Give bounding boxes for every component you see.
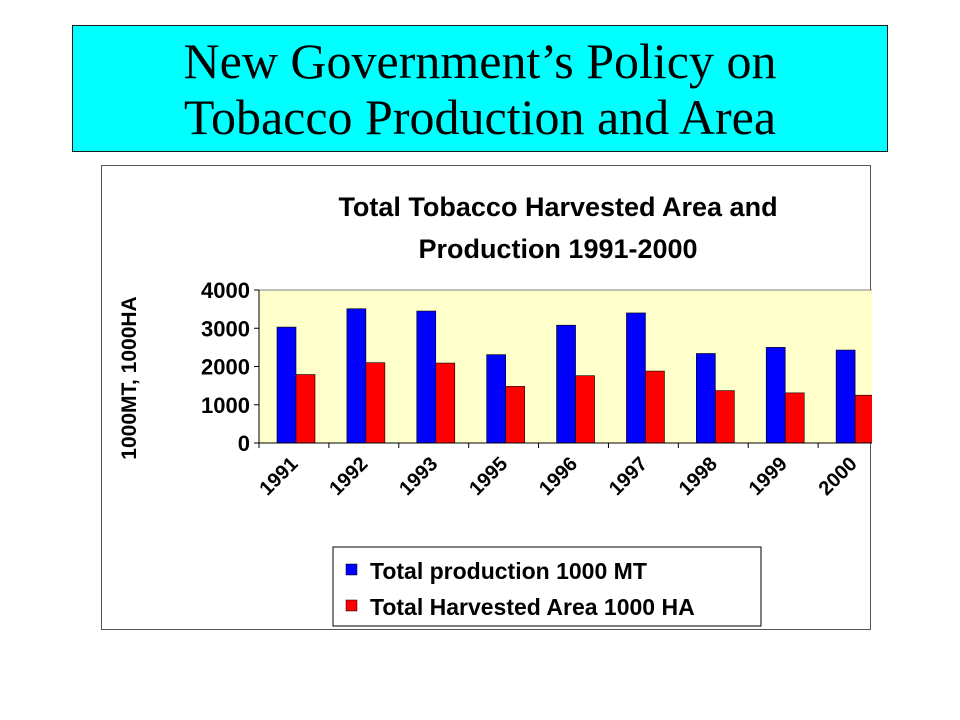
- y-tick-label: 2000: [201, 355, 250, 380]
- x-tick-label: 1995: [465, 453, 512, 500]
- bar-chart: Total Tobacco Harvested Area and Product…: [118, 192, 889, 627]
- bar-production: [486, 354, 506, 444]
- bar-harvested-area: [575, 375, 595, 444]
- x-tick-label: 1996: [535, 453, 582, 500]
- slide-title: New Government’s Policy on Tobacco Produ…: [72, 25, 888, 152]
- bar-production: [416, 310, 437, 444]
- bar-production: [626, 312, 646, 444]
- x-tick-label: 1997: [605, 453, 652, 500]
- y-axis-label: 1000MT, 1000HA: [118, 296, 141, 459]
- y-tick-label: 1000: [201, 393, 250, 418]
- slide-title-line-2: Tobacco Production and Area: [183, 88, 777, 145]
- bar-production: [696, 353, 716, 444]
- chart-frame: Total Tobacco Harvested Area and Product…: [101, 165, 889, 630]
- y-tick-label: 0: [238, 431, 250, 456]
- legend-label-production: Total production 1000 MT: [370, 558, 647, 584]
- bar-production: [835, 349, 856, 444]
- bar-production: [276, 326, 297, 444]
- x-tick-label: 2000: [815, 453, 862, 500]
- bar-harvested-area: [505, 386, 525, 444]
- legend: Total production 1000 MT Total Harvested…: [332, 546, 762, 627]
- x-tick-label: 1993: [395, 453, 442, 500]
- bar-harvested-area: [295, 374, 316, 444]
- chart-title-line-2: Production 1991-2000: [418, 234, 697, 264]
- legend-swatch-production: [345, 563, 358, 576]
- legend-swatch-area: [345, 599, 358, 612]
- x-tick-label: 1998: [675, 453, 722, 500]
- x-tick-label: 1991: [256, 453, 303, 500]
- bar-harvested-area: [715, 390, 735, 444]
- bar-production: [765, 347, 786, 444]
- legend-label-area: Total Harvested Area 1000 HA: [370, 594, 695, 620]
- y-tick-label: 3000: [201, 316, 250, 341]
- bar-harvested-area: [435, 362, 456, 444]
- bar-production: [556, 324, 576, 444]
- slide-title-line-1: New Government’s Policy on: [183, 32, 777, 89]
- x-tick-label: 1999: [745, 453, 792, 500]
- bar-harvested-area: [854, 394, 875, 444]
- chart-title-line-1: Total Tobacco Harvested Area and: [338, 192, 777, 222]
- bar-harvested-area: [784, 392, 805, 444]
- bar-harvested-area: [645, 370, 665, 444]
- legend-box: [332, 546, 762, 627]
- bar-production: [346, 308, 367, 444]
- y-tick-label: 4000: [201, 278, 250, 303]
- x-tick-label: 1992: [325, 453, 372, 500]
- bar-harvested-area: [365, 362, 386, 444]
